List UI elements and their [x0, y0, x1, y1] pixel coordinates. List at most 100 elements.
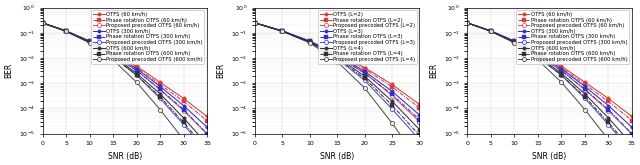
OTFS (L=4): [278, 30, 286, 32]
OTFS (L=2): [306, 40, 314, 42]
OTFS (60 km/h): [132, 65, 140, 67]
Proposed precoded OTFS (L=4): [361, 87, 369, 89]
Proposed precoded OTFS (300 km/h): [605, 124, 612, 126]
OTFS (L=4): [361, 75, 369, 77]
Phase rotation OTFS (L=4): [333, 57, 341, 59]
OTFS (600 km/h): [156, 93, 164, 95]
OTFS (600 km/h): [132, 72, 140, 74]
Phase rotation OTFS (60 km/h): [463, 22, 471, 24]
OTFS (L=4): [306, 41, 314, 43]
OTFS (60 km/h): [180, 98, 188, 99]
Proposed precoded OTFS (L=3): [388, 108, 396, 110]
Phase rotation OTFS (600 km/h): [581, 96, 589, 98]
Proposed precoded OTFS (300 km/h): [511, 41, 518, 43]
Proposed precoded OTFS (300 km/h): [534, 56, 541, 58]
Proposed precoded OTFS (L=4): [251, 22, 259, 24]
Phase rotation OTFS (300 km/h): [511, 40, 518, 42]
Line: Proposed precoded OTFS (300 km/h): Proposed precoded OTFS (300 km/h): [40, 21, 209, 154]
Phase rotation OTFS (60 km/h): [156, 83, 164, 85]
Phase rotation OTFS (60 km/h): [109, 53, 117, 55]
Proposed precoded OTFS (600 km/h): [557, 81, 565, 83]
Line: Proposed precoded OTFS (300 km/h): Proposed precoded OTFS (300 km/h): [465, 21, 634, 154]
Proposed precoded OTFS (600 km/h): [132, 81, 140, 83]
OTFS (60 km/h): [86, 40, 93, 42]
Phase rotation OTFS (L=4): [415, 134, 423, 136]
Phase rotation OTFS (60 km/h): [511, 40, 518, 42]
Proposed precoded OTFS (60 km/h): [86, 41, 93, 43]
Phase rotation OTFS (600 km/h): [557, 74, 565, 76]
OTFS (L=2): [361, 67, 369, 69]
Phase rotation OTFS (60 km/h): [557, 67, 565, 69]
Proposed precoded OTFS (600 km/h): [487, 30, 495, 32]
Phase rotation OTFS (60 km/h): [180, 100, 188, 102]
OTFS (600 km/h): [38, 22, 46, 24]
Proposed precoded OTFS (60 km/h): [204, 133, 211, 135]
Proposed precoded OTFS (L=3): [278, 30, 286, 32]
Line: Proposed precoded OTFS (L=2): Proposed precoded OTFS (L=2): [253, 21, 422, 124]
Line: OTFS (300 km/h): OTFS (300 km/h): [466, 21, 634, 129]
Line: Proposed precoded OTFS (60 km/h): Proposed precoded OTFS (60 km/h): [465, 21, 634, 136]
OTFS (300 km/h): [180, 105, 188, 107]
Phase rotation OTFS (L=3): [388, 93, 396, 95]
Proposed precoded OTFS (300 km/h): [487, 30, 495, 32]
Y-axis label: BER: BER: [429, 63, 438, 78]
OTFS (600 km/h): [511, 41, 518, 43]
Phase rotation OTFS (L=3): [306, 40, 314, 42]
Line: Proposed precoded OTFS (L=3): Proposed precoded OTFS (L=3): [253, 21, 422, 142]
Legend: OTFS (60 km/h), Phase rotation OTFS (60 km/h), Proposed precoded OTFS (60 km/h),: OTFS (60 km/h), Phase rotation OTFS (60 …: [92, 10, 204, 64]
OTFS (300 km/h): [605, 105, 612, 107]
Phase rotation OTFS (60 km/h): [628, 120, 636, 122]
Proposed precoded OTFS (60 km/h): [180, 110, 188, 112]
Phase rotation OTFS (600 km/h): [204, 149, 211, 151]
Proposed precoded OTFS (L=2): [251, 22, 259, 24]
OTFS (60 km/h): [204, 115, 211, 117]
OTFS (300 km/h): [557, 68, 565, 70]
Proposed precoded OTFS (600 km/h): [605, 139, 612, 141]
OTFS (600 km/h): [86, 41, 93, 43]
Phase rotation OTFS (300 km/h): [38, 22, 46, 24]
Proposed precoded OTFS (60 km/h): [38, 22, 46, 24]
Phase rotation OTFS (600 km/h): [109, 56, 117, 58]
OTFS (L=3): [333, 54, 341, 56]
Phase rotation OTFS (300 km/h): [557, 70, 565, 72]
Phase rotation OTFS (L=2): [361, 68, 369, 70]
Phase rotation OTFS (300 km/h): [204, 133, 211, 135]
Phase rotation OTFS (L=2): [306, 40, 314, 42]
X-axis label: SNR (dB): SNR (dB): [108, 152, 142, 161]
Y-axis label: BER: BER: [216, 63, 225, 78]
OTFS (L=3): [251, 22, 259, 24]
Proposed precoded OTFS (600 km/h): [109, 59, 117, 61]
OTFS (600 km/h): [605, 117, 612, 119]
Proposed precoded OTFS (L=2): [333, 55, 341, 57]
OTFS (L=2): [415, 103, 423, 105]
Proposed precoded OTFS (600 km/h): [62, 30, 70, 32]
OTFS (300 km/h): [86, 40, 93, 42]
Proposed precoded OTFS (60 km/h): [534, 54, 541, 56]
Proposed precoded OTFS (60 km/h): [511, 41, 518, 43]
Phase rotation OTFS (L=3): [251, 22, 259, 24]
Proposed precoded OTFS (600 km/h): [38, 22, 46, 24]
OTFS (60 km/h): [156, 81, 164, 83]
OTFS (600 km/h): [204, 143, 211, 145]
Line: OTFS (60 km/h): OTFS (60 km/h): [41, 21, 209, 118]
Line: OTFS (L=4): OTFS (L=4): [253, 21, 421, 131]
Phase rotation OTFS (L=3): [333, 55, 341, 57]
Phase rotation OTFS (L=3): [361, 72, 369, 74]
Phase rotation OTFS (300 km/h): [86, 40, 93, 42]
Phase rotation OTFS (600 km/h): [38, 22, 46, 24]
Line: Phase rotation OTFS (600 km/h): Phase rotation OTFS (600 km/h): [41, 21, 209, 152]
Phase rotation OTFS (300 km/h): [180, 109, 188, 111]
OTFS (300 km/h): [204, 126, 211, 128]
Proposed precoded OTFS (60 km/h): [628, 133, 636, 135]
Phase rotation OTFS (300 km/h): [156, 88, 164, 90]
Line: Phase rotation OTFS (300 km/h): Phase rotation OTFS (300 km/h): [466, 21, 634, 135]
OTFS (L=2): [333, 53, 341, 55]
OTFS (L=3): [306, 40, 314, 42]
Phase rotation OTFS (L=2): [278, 30, 286, 32]
Phase rotation OTFS (60 km/h): [62, 30, 70, 32]
Proposed precoded OTFS (L=2): [278, 30, 286, 32]
Proposed precoded OTFS (300 km/h): [86, 41, 93, 43]
OTFS (300 km/h): [132, 68, 140, 70]
OTFS (L=4): [333, 56, 341, 58]
Phase rotation OTFS (600 km/h): [156, 96, 164, 98]
